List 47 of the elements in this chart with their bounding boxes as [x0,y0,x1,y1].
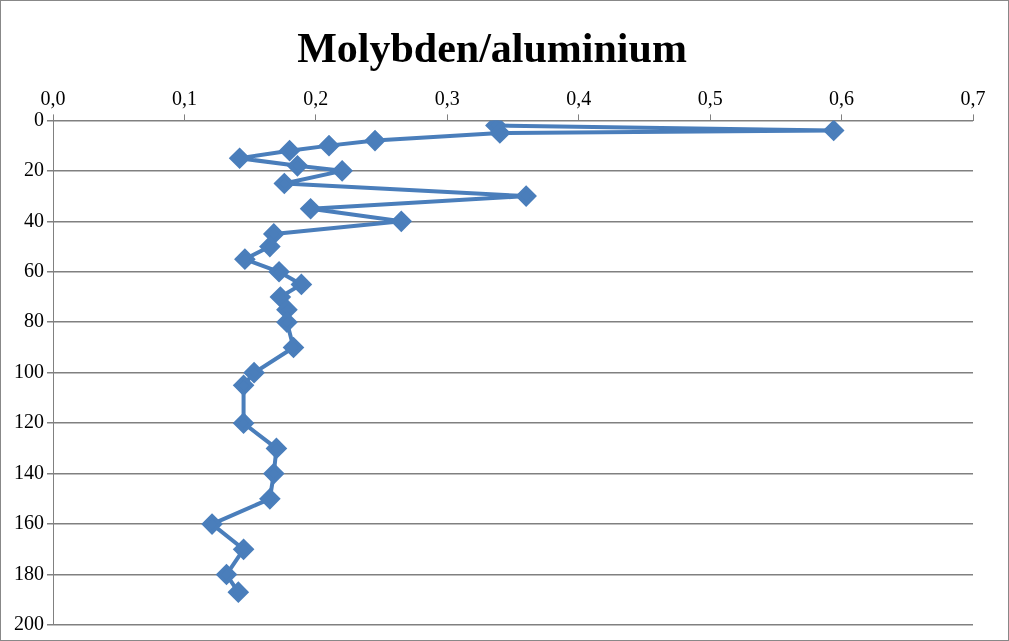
x-tick-label: 0,3 [434,86,460,109]
y-tick-label: 100 [14,359,44,382]
point [287,155,308,176]
point [228,582,249,603]
y-tick-label: 200 [14,612,44,635]
point [291,274,312,295]
point [233,413,254,434]
point [259,236,280,257]
point [391,211,412,232]
point [279,140,300,161]
chart-title: Molybden/aluminium [297,25,687,72]
point [823,120,844,141]
y-tick-label: 60 [24,259,44,282]
y-tick-label: 20 [24,158,44,181]
point [274,173,295,194]
point [229,148,250,169]
x-tick-label: 0,1 [171,86,197,109]
y-tick-label: 140 [14,460,44,483]
y-tick-label: 120 [14,410,44,433]
point [216,564,237,585]
x-tick-label: 0,5 [697,86,723,109]
point [319,135,339,156]
x-tick-label: 0,2 [303,86,329,109]
x-tick-label: 0,7 [960,86,986,109]
point [233,539,254,560]
point [233,375,254,396]
y-tick-label: 40 [24,208,44,231]
point [263,463,284,484]
point [202,514,223,535]
y-tick-label: 160 [14,511,44,534]
point [269,261,290,282]
point [244,362,265,383]
x-tick-label: 0,4 [566,86,592,109]
y-tick-label: 0 [34,107,44,130]
point [516,186,537,207]
y-tick-label: 180 [14,561,44,584]
point [365,130,385,151]
x-tick-label: 0,6 [829,86,855,109]
point [283,337,304,358]
y-tick-label: 80 [24,309,44,332]
point [332,160,353,181]
point [300,198,321,219]
point [270,287,291,308]
point [259,488,280,509]
point [234,249,255,270]
x-tick-label: 0,0 [40,86,66,109]
point [266,438,287,459]
